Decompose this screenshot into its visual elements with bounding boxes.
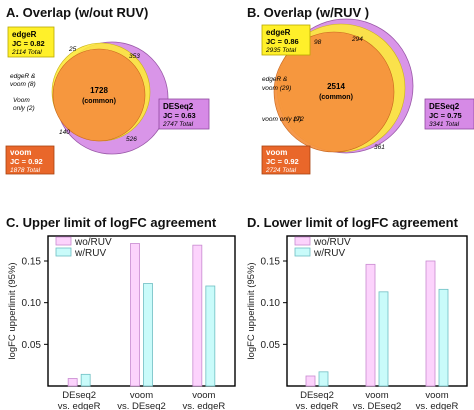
venn-a-deseq2-jc: JC = 0.63 [163,111,196,120]
chart-c-legend-swatch [55,236,72,246]
venn-a-deseq2-box [158,98,210,130]
venn-b-deseq2-only: 361 [374,144,385,151]
venn-b-voom-only: voom only (9) [262,116,301,123]
venn-b-edger-name: edgeR [266,28,291,37]
venn-b-edger-only: 98 [314,39,322,46]
chart-d-legend-swatch [294,247,311,257]
chart-c-ylabel: logFC upperlimit (95%) [7,262,18,359]
venn-a-voom-name: voom [10,148,31,157]
chart-d-bar-wo-ruv [305,375,316,387]
chart-c-xtick-label: vs. edgeR [182,401,225,410]
panel-c-title: C. Upper limit of logFC agreement [6,215,217,230]
venn-b-deseq2-jc: JC = 0.75 [429,111,462,120]
chart-d-legend-swatch [294,236,311,246]
chart-d-xtick-label: DEseq2 [300,390,334,401]
chart-c-xtick-label: vs. DEseq2 [117,401,166,410]
venn-a-edger-total: 2114 Total [11,49,42,56]
venn-a-voom-box [5,145,55,175]
chart-d-bar-w-ruv [318,371,329,387]
venn-a-center-count: 1728 [90,86,108,95]
venn-b-voom-circle [273,31,395,153]
chart-c-bar-wo-ruv [130,243,140,387]
chart-d-plot-frame [286,235,468,387]
venn-b-voom-total: 2724 Total [265,167,297,174]
chart-d-bar-w-ruv [378,291,389,387]
chart-d-ytick-label: 0.15 [261,257,281,268]
chart-d-xtick-label: vs. edgeR [296,401,339,410]
venn-a-voom-only: Voom [13,97,30,104]
venn-a-edger-deseq2: 353 [129,53,140,60]
venn-b-edger-total: 2935 Total [265,47,297,54]
venn-a-edger-only: 25 [68,46,77,53]
venn-b-edger-voom-2: voom (29) [262,85,291,92]
chart-c-xtick-label: DEseq2 [62,390,96,401]
chart-c-legend-swatch [55,247,72,257]
venn-a-circles [51,41,169,155]
chart-d-bar-wo-ruv [365,263,376,387]
chart-d-xtick-label: vs. DEseq2 [353,401,402,410]
venn-b-voom-box [261,145,311,175]
venn-a-edger-voom: edgeR & [10,73,35,80]
venn-b-voom-jc: JC = 0.92 [266,157,299,166]
venn-a-edger-voom-2: voom (8) [10,81,36,88]
chart-d-bar-wo-ruv [425,260,436,387]
chart-d-xtick-label: voom [425,390,448,401]
chart-c-plot-frame [47,235,236,387]
chart-d-bar-w-ruv [438,288,449,387]
venn-b-edger-box [261,24,311,56]
venn-a-deseq2-total: 2747 Total [162,121,194,128]
chart-c-legend-label: wo/RUV [74,237,112,248]
venn-b-deseq2-total: 3341 Total [429,121,460,128]
chart-c-bar-w-ruv [143,283,153,387]
chart-d-ytick-label: 0.10 [261,298,281,309]
chart-c-xtick-label: vs. edgeR [58,401,101,410]
chart-c-ytick-label: 0.15 [22,257,42,268]
chart-c-legend-label: w/RUV [74,248,106,259]
venn-b-circles [273,18,414,154]
chart-d-ylabel: logFC upperlimit (95%) [246,262,257,359]
chart-d-xtick-label: voom [365,390,388,401]
venn-b-deseq2-box [424,98,474,130]
venn-b-edger-jc: JC = 0.86 [266,37,299,46]
venn-a-voom-total: 1878 Total [10,167,41,174]
chart-c-bar-w-ruv [80,373,91,387]
venn-a-edger-box [7,26,55,58]
venn-a-voom-deseq2: 140 [59,129,70,136]
panel-b-title: B. Overlap (w/RUV ) [247,5,370,20]
venn-b-deseq2-name: DESeq2 [429,102,460,111]
venn-a-voom-jc: JC = 0.92 [10,157,43,166]
venn-a-center-label: (common) [82,98,116,105]
chart-d-legend-label: wo/RUV [313,237,351,248]
panel-d-title: D. Lower limit of logFC agreement [247,215,458,230]
chart-d-legend-label: w/RUV [313,248,345,259]
chart-d-ytick-label: 0.05 [261,340,281,351]
venn-a-edger-name: edgeR [12,30,37,39]
chart-c-ytick-label: 0.05 [22,340,42,351]
chart-c-ytick-label: 0.10 [22,298,42,309]
chart-c-xtick-label: voom [130,390,153,401]
venn-a-deseq2-name: DESeq2 [163,102,194,111]
venn-b-voom-name: voom [266,148,287,157]
chart-c-bar-w-ruv [205,285,216,387]
venn-b-center-count: 2514 [327,82,345,91]
venn-a-voom-only-2: only (2) [13,105,35,112]
venn-a-deseq2-only: 526 [126,136,137,143]
chart-c-xtick-label: voom [192,390,215,401]
chart-c-bar-wo-ruv [192,244,203,387]
venn-b-center-label: (common) [319,94,353,101]
chart-c-bar-wo-ruv [67,378,78,387]
venn-a-voom-circle [52,48,146,142]
venn-b-edger-deseq2: 294 [351,36,363,43]
chart-d-xtick-label: vs. edgeR [416,401,459,410]
venn-a-edger-jc: JC = 0.82 [12,39,45,48]
panel-a-title: A. Overlap (w/out RUV) [6,5,149,20]
venn-b-voom-deseq2: 172 [293,116,304,123]
venn-b-edger-voom: edgeR & [262,76,287,83]
